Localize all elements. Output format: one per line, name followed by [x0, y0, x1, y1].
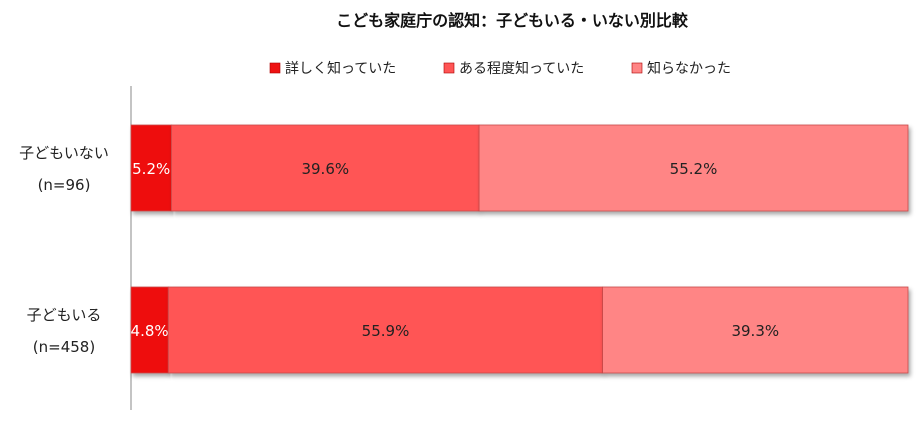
- bar-value-label: 5.2%: [132, 160, 170, 178]
- bar-value-label: 4.8%: [131, 322, 169, 340]
- bars: 5.2% 39.6% 55.2% 4.8% 55.9% 39.3%: [131, 124, 909, 374]
- legend-swatch: [269, 62, 281, 74]
- bar-value-label: 55.9%: [362, 322, 410, 340]
- category-label: 子どもいない: [19, 144, 109, 162]
- legend-swatch: [443, 62, 455, 74]
- category-n-label: (n=96): [38, 176, 91, 194]
- legend-label: ある程度知っていた: [459, 60, 584, 77]
- bar-value-label: 55.2%: [670, 160, 718, 178]
- chart-title: こども家庭庁の認知：子どもいる・いない別比較: [336, 11, 689, 30]
- bar-segment: [478, 124, 909, 212]
- category-n-label: (n=458): [33, 338, 95, 356]
- bar-value-label: 39.6%: [301, 160, 349, 178]
- legend-label: 詳しく知っていた: [285, 60, 396, 77]
- bar-value-label: 39.3%: [731, 322, 779, 340]
- bar-segment: [170, 124, 480, 212]
- legend-swatch: [631, 62, 643, 74]
- category-label: 子どもいる: [27, 306, 102, 324]
- legend: 詳しく知っていた ある程度知っていた 知らなかった: [269, 60, 731, 77]
- legend-label: 知らなかった: [647, 60, 731, 77]
- category-labels: 子どもいない (n=96) 子どもいる (n=458): [19, 144, 109, 356]
- bar-segment: [602, 286, 909, 374]
